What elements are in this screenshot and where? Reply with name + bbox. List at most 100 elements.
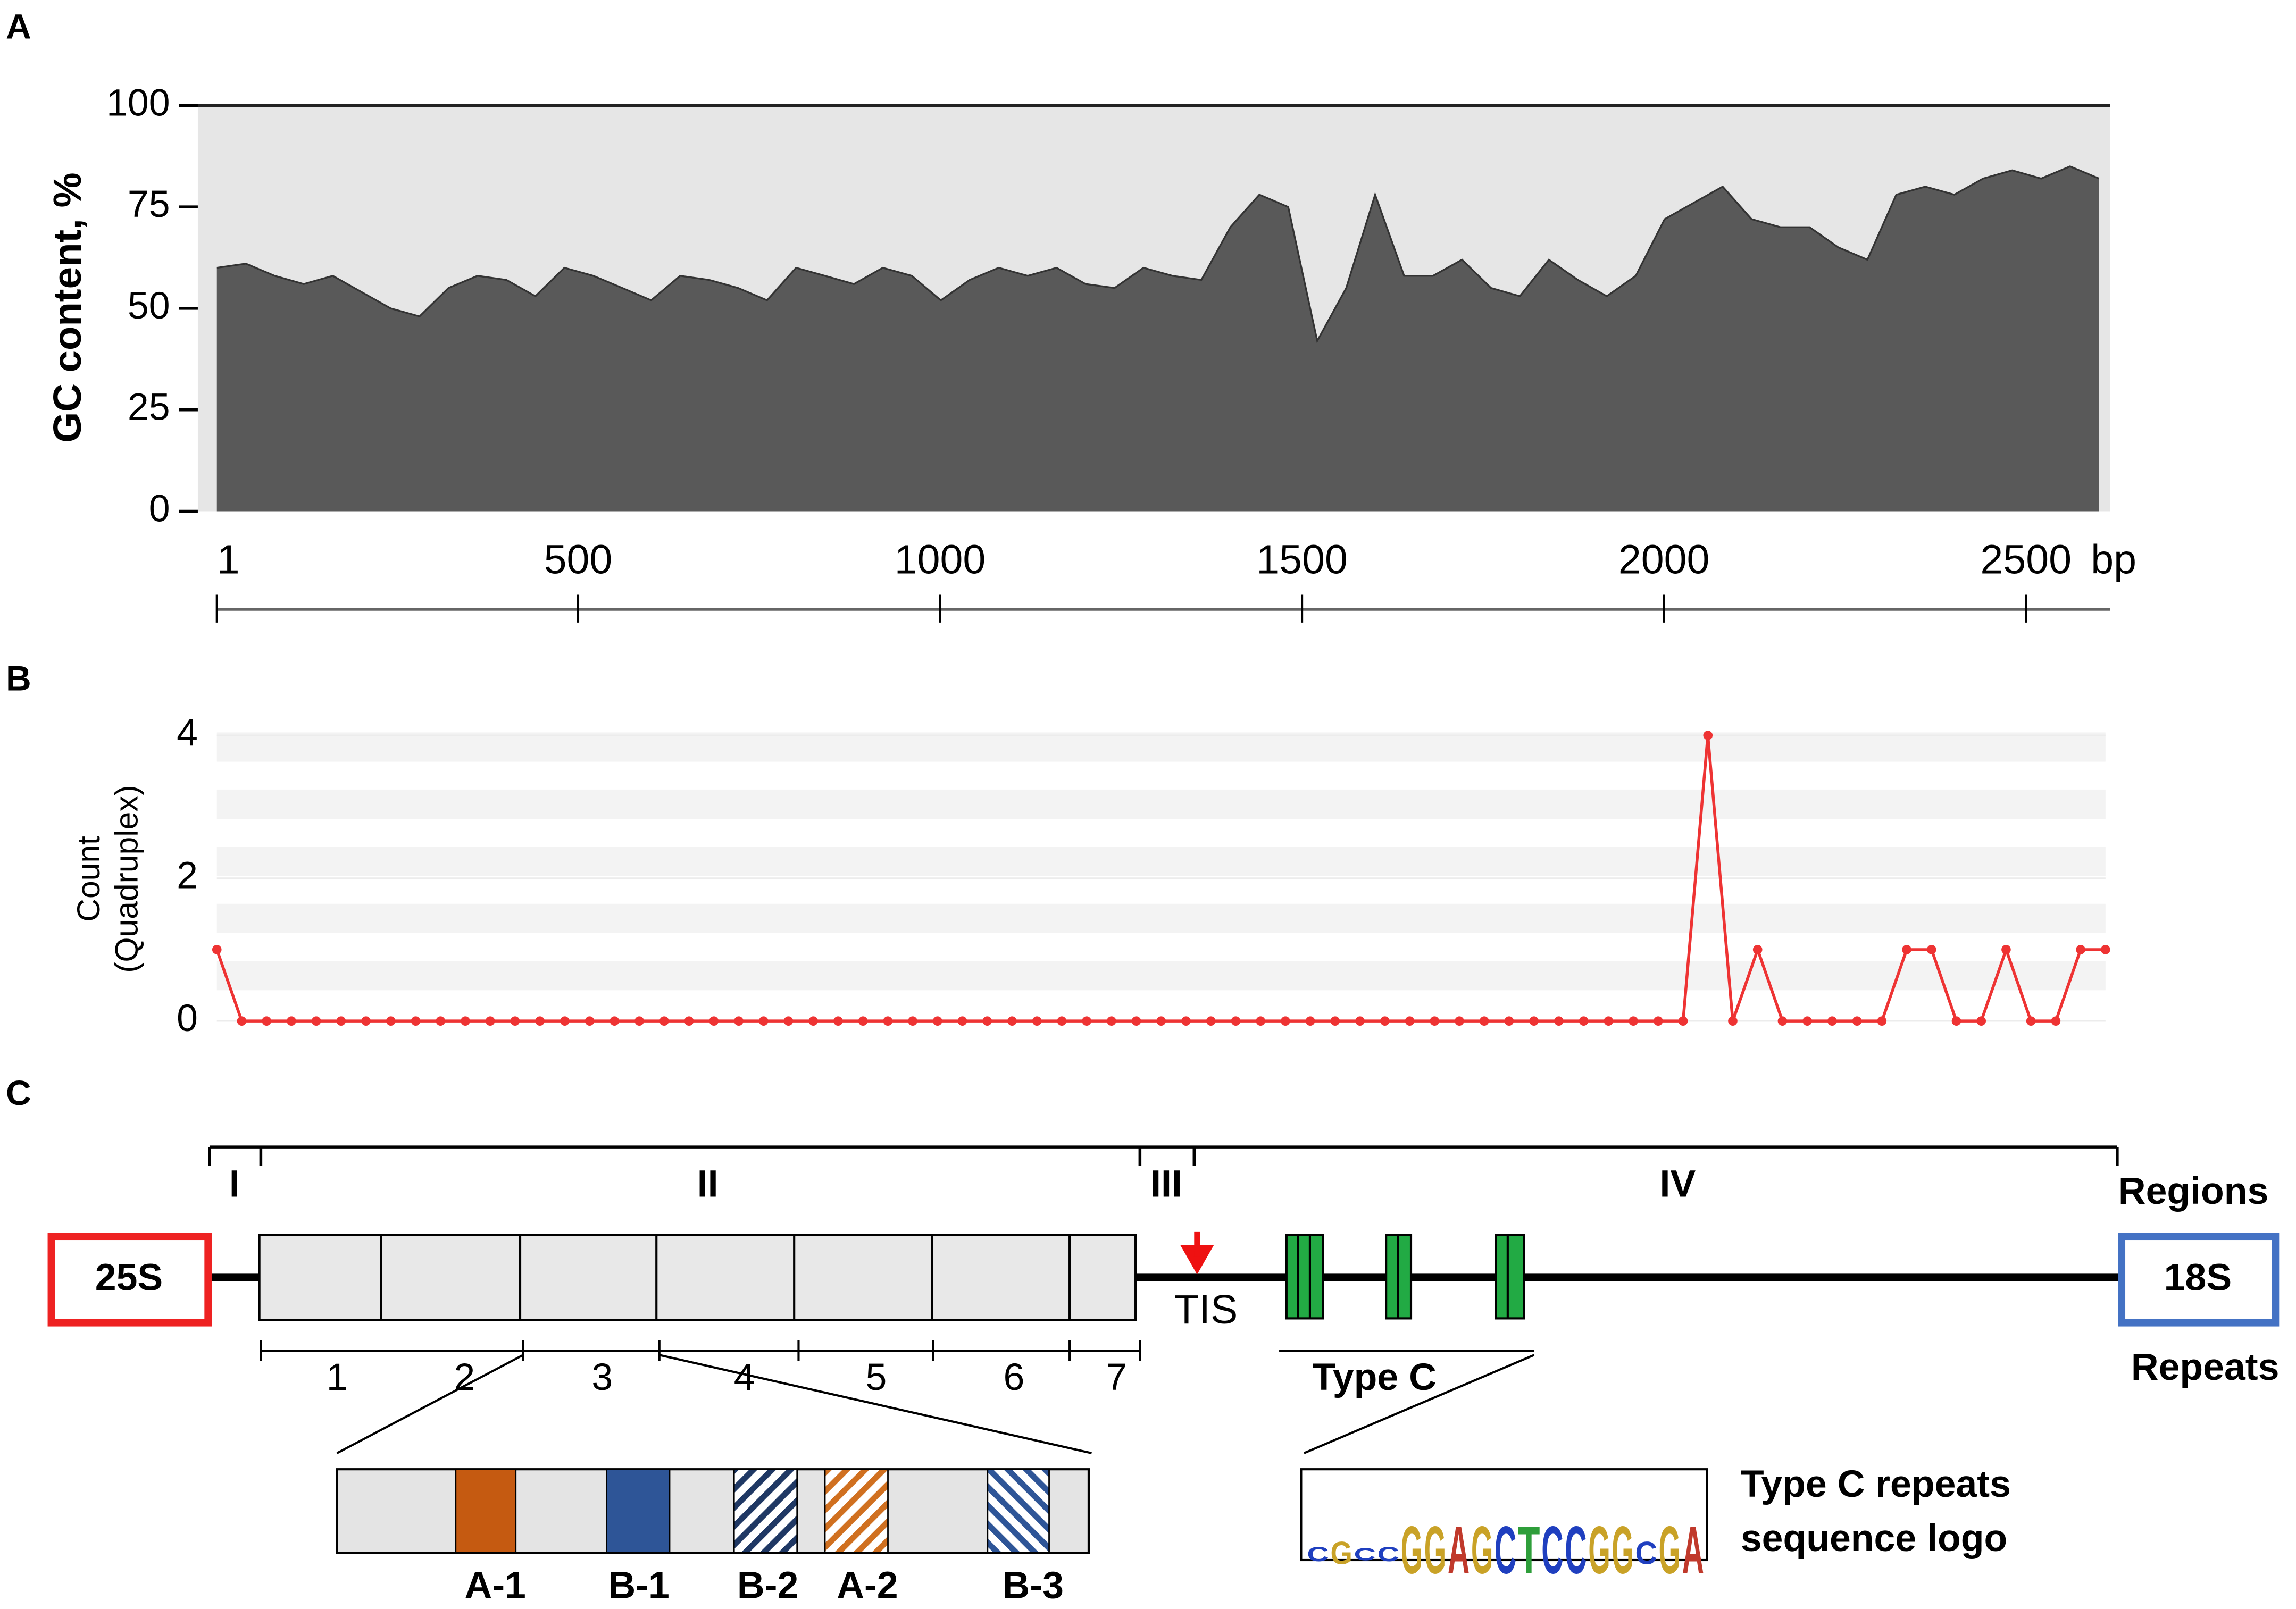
segment-label: 4 — [734, 1356, 755, 1398]
point — [1728, 1016, 1738, 1026]
point — [783, 1016, 794, 1026]
point — [1554, 1016, 1564, 1026]
point — [808, 1016, 818, 1026]
point — [2026, 1016, 2036, 1026]
area-line — [216, 165, 2100, 343]
point — [1007, 1016, 1017, 1026]
point — [2101, 945, 2110, 954]
panel-label: C — [6, 1074, 31, 1113]
point — [1181, 1016, 1191, 1026]
background-band — [216, 789, 2106, 819]
point — [2076, 945, 2085, 954]
point — [1926, 945, 1936, 954]
point — [311, 1016, 321, 1026]
point — [1330, 1016, 1340, 1026]
element-label: B-1 — [608, 1564, 669, 1606]
element-label: B-2 — [737, 1564, 798, 1606]
point — [1653, 1016, 1663, 1026]
region-label: III — [1150, 1162, 1182, 1205]
point — [1430, 1016, 1440, 1026]
point — [336, 1016, 346, 1026]
panel-label: A — [6, 7, 31, 47]
point — [1206, 1016, 1216, 1026]
x-tick-label: 1500 — [1256, 537, 1348, 582]
background-band — [216, 961, 2106, 991]
point — [1380, 1016, 1390, 1026]
point — [1281, 1016, 1290, 1026]
element-label: A-1 — [464, 1564, 525, 1606]
y-tick-label: 4 — [177, 711, 198, 754]
point — [1455, 1016, 1464, 1026]
x-tick-label: 1 — [217, 537, 240, 582]
point — [1902, 945, 1911, 954]
point — [237, 1016, 247, 1026]
point — [287, 1016, 296, 1026]
point — [1305, 1016, 1315, 1026]
point — [560, 1016, 570, 1026]
point — [262, 1016, 272, 1026]
point — [1703, 731, 1713, 740]
point — [1678, 1016, 1688, 1026]
repeat-dividers — [380, 1235, 1071, 1320]
point — [758, 1016, 769, 1026]
point — [883, 1016, 893, 1026]
background-band — [216, 903, 2106, 933]
logo-letter: A — [1682, 1512, 1704, 1588]
point — [982, 1016, 992, 1026]
x-tick-label: 500 — [544, 537, 613, 582]
logo-letter: G — [1659, 1512, 1681, 1588]
point — [386, 1016, 396, 1026]
logo-letter: A — [1448, 1512, 1470, 1588]
logo-caption: sequence logo — [1741, 1517, 2007, 1560]
y-tick-label: 25 — [128, 386, 170, 429]
logo-letter: C — [1565, 1512, 1587, 1588]
logo-letter: C — [1307, 1543, 1329, 1566]
logo-letter: G — [1588, 1512, 1610, 1588]
point — [1504, 1016, 1514, 1026]
sequence-logo — [1300, 1468, 1708, 1562]
segment-label: 2 — [454, 1356, 475, 1398]
logo-letter: C — [1377, 1543, 1399, 1566]
zoom-lines — [336, 1354, 1535, 1454]
region-label: I — [229, 1162, 240, 1205]
logo-letter: G — [1471, 1512, 1493, 1588]
point — [1032, 1016, 1042, 1026]
region-label: II — [697, 1162, 719, 1205]
gene-box — [47, 1233, 212, 1327]
point — [2001, 945, 2011, 954]
y-tick-label: 0 — [149, 487, 170, 530]
point — [411, 1016, 421, 1026]
element-label: B-3 — [1003, 1564, 1064, 1606]
tis-arrow — [1180, 1231, 1214, 1275]
point — [1479, 1016, 1489, 1026]
x-tick-label: 1000 — [895, 537, 986, 582]
point — [932, 1016, 942, 1026]
point — [610, 1016, 620, 1026]
point — [1057, 1016, 1067, 1026]
point — [659, 1016, 669, 1026]
y-tick-label: 2 — [177, 854, 198, 896]
point — [436, 1016, 446, 1026]
segment-label: 1 — [327, 1356, 348, 1398]
y-tick-label: 75 — [128, 183, 170, 225]
point — [908, 1016, 917, 1026]
logo-letter: G — [1612, 1512, 1633, 1588]
point — [1951, 1016, 1961, 1026]
repeat-elements — [455, 1468, 1050, 1554]
regions-label: Regions — [2118, 1170, 2269, 1212]
type-c-repeats — [1285, 1234, 1525, 1320]
tis-label: TIS — [1174, 1287, 1238, 1333]
point — [1827, 1016, 1837, 1026]
segment-ticks — [260, 1340, 1141, 1361]
point — [734, 1016, 744, 1026]
point — [634, 1016, 644, 1026]
gene-box — [2118, 1233, 2280, 1327]
point — [1156, 1016, 1166, 1026]
point — [510, 1016, 520, 1026]
point — [1802, 1016, 1812, 1026]
logo-letter: C — [1541, 1512, 1563, 1588]
logo-letter: T — [1518, 1512, 1540, 1588]
x-axis-unit: bp — [2091, 537, 2136, 582]
repeats-label: Repeats — [2131, 1346, 2280, 1388]
